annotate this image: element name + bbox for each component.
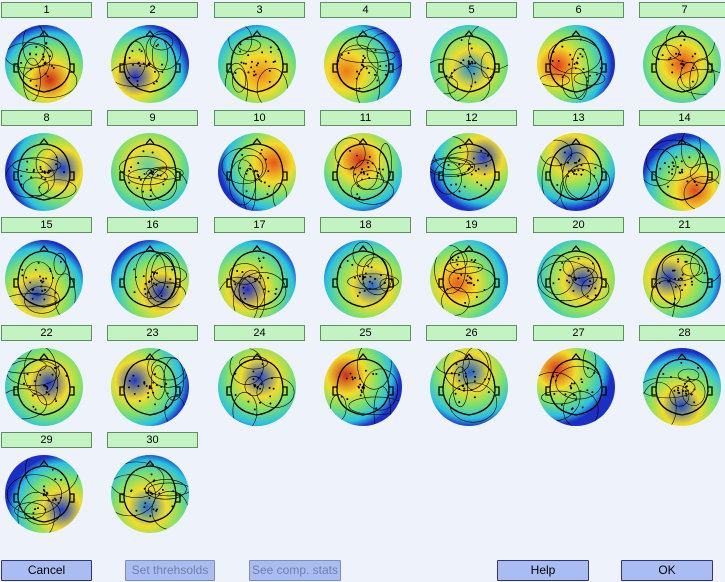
component-button[interactable]: 11	[320, 110, 411, 126]
component-cell: 19	[425, 215, 519, 321]
component-button[interactable]: 6	[533, 2, 624, 18]
component-cell: 16	[106, 215, 200, 321]
scalp-topography-icon[interactable]	[217, 347, 297, 427]
component-cell: 20	[532, 215, 626, 321]
component-button[interactable]: 8	[1, 110, 92, 126]
component-button[interactable]: 5	[426, 2, 517, 18]
component-cell: 1	[0, 0, 94, 106]
scalp-topography-icon[interactable]	[323, 132, 403, 212]
component-cell: 2	[106, 0, 200, 106]
component-button[interactable]: 1	[1, 2, 92, 18]
scalp-topography-icon[interactable]	[536, 132, 616, 212]
component-cell: 3	[213, 0, 307, 106]
component-button[interactable]: 25	[320, 325, 411, 341]
scalp-topography-icon[interactable]	[4, 132, 84, 212]
component-cell: 5	[425, 0, 519, 106]
component-button[interactable]: 4	[320, 2, 411, 18]
ok-button[interactable]: OK	[621, 560, 713, 581]
component-cell: 25	[319, 323, 413, 429]
component-button[interactable]: 27	[533, 325, 624, 341]
scalp-topography-icon[interactable]	[536, 347, 616, 427]
component-cell: 24	[213, 323, 307, 429]
component-cell: 8	[0, 108, 94, 214]
scalp-topography-icon[interactable]	[323, 239, 403, 319]
component-cell: 29	[0, 430, 94, 536]
scalp-topography-icon[interactable]	[642, 347, 722, 427]
component-cell: 6	[532, 0, 626, 106]
help-button[interactable]: Help	[497, 560, 589, 581]
component-cell: 26	[425, 323, 519, 429]
scalp-topography-icon[interactable]	[4, 454, 84, 534]
set-thresholds-button[interactable]: Set threhsolds	[125, 560, 215, 581]
component-button[interactable]: 22	[1, 325, 92, 341]
scalp-topography-icon[interactable]	[642, 132, 722, 212]
component-cell: 7	[638, 0, 725, 106]
component-button[interactable]: 12	[426, 110, 517, 126]
scalp-topography-icon[interactable]	[642, 24, 722, 104]
component-button[interactable]: 30	[107, 432, 198, 448]
component-button[interactable]: 3	[214, 2, 305, 18]
scalp-topography-icon[interactable]	[110, 454, 190, 534]
component-cell: 4	[319, 0, 413, 106]
component-button[interactable]: 28	[639, 325, 725, 341]
scalp-topography-icon[interactable]	[429, 132, 509, 212]
component-cell: 27	[532, 323, 626, 429]
component-button[interactable]: 7	[639, 2, 725, 18]
component-button[interactable]: 19	[426, 217, 517, 233]
scalp-topography-icon[interactable]	[429, 24, 509, 104]
component-button[interactable]: 2	[107, 2, 198, 18]
scalp-topography-icon[interactable]	[217, 24, 297, 104]
scalp-topography-icon[interactable]	[429, 239, 509, 319]
component-cell: 22	[0, 323, 94, 429]
scalp-topography-icon[interactable]	[217, 132, 297, 212]
scalp-topography-icon[interactable]	[536, 239, 616, 319]
see-comp-stats-button[interactable]: See comp. stats	[249, 560, 341, 581]
scalp-topography-icon[interactable]	[4, 239, 84, 319]
component-button[interactable]: 10	[214, 110, 305, 126]
component-cell: 14	[638, 108, 725, 214]
scalp-topography-icon[interactable]	[110, 239, 190, 319]
component-grid: 1 2 3 4 5 6 7 8 9 10 11 12 13 14 15 16 17 18 19 20 21 22 23 24 2…	[0, 0, 725, 536]
component-cell: 9	[106, 108, 200, 214]
cancel-button[interactable]: Cancel	[1, 560, 92, 581]
component-button[interactable]: 29	[1, 432, 92, 448]
component-cell: 30	[106, 430, 200, 536]
component-button[interactable]: 13	[533, 110, 624, 126]
component-cell: 13	[532, 108, 626, 214]
component-cell: 23	[106, 323, 200, 429]
component-button[interactable]: 15	[1, 217, 92, 233]
scalp-topography-icon[interactable]	[323, 24, 403, 104]
component-button[interactable]: 23	[107, 325, 198, 341]
component-button[interactable]: 9	[107, 110, 198, 126]
scalp-topography-icon[interactable]	[536, 24, 616, 104]
scalp-topography-icon[interactable]	[429, 347, 509, 427]
scalp-topography-icon[interactable]	[4, 347, 84, 427]
component-button[interactable]: 14	[639, 110, 725, 126]
component-cell: 18	[319, 215, 413, 321]
component-button[interactable]: 16	[107, 217, 198, 233]
component-button[interactable]: 18	[320, 217, 411, 233]
scalp-topography-icon[interactable]	[217, 239, 297, 319]
component-button[interactable]: 21	[639, 217, 725, 233]
component-cell: 28	[638, 323, 725, 429]
scalp-topography-icon[interactable]	[110, 347, 190, 427]
component-button[interactable]: 24	[214, 325, 305, 341]
scalp-topography-icon[interactable]	[4, 24, 84, 104]
component-cell: 11	[319, 108, 413, 214]
scalp-topography-icon[interactable]	[110, 132, 190, 212]
component-cell: 12	[425, 108, 519, 214]
component-button[interactable]: 20	[533, 217, 624, 233]
component-cell: 15	[0, 215, 94, 321]
scalp-topography-icon[interactable]	[110, 24, 190, 104]
scalp-topography-icon[interactable]	[642, 239, 722, 319]
component-cell: 21	[638, 215, 725, 321]
component-cell: 17	[213, 215, 307, 321]
component-button[interactable]: 26	[426, 325, 517, 341]
component-button[interactable]: 17	[214, 217, 305, 233]
component-cell: 10	[213, 108, 307, 214]
scalp-topography-icon[interactable]	[323, 347, 403, 427]
